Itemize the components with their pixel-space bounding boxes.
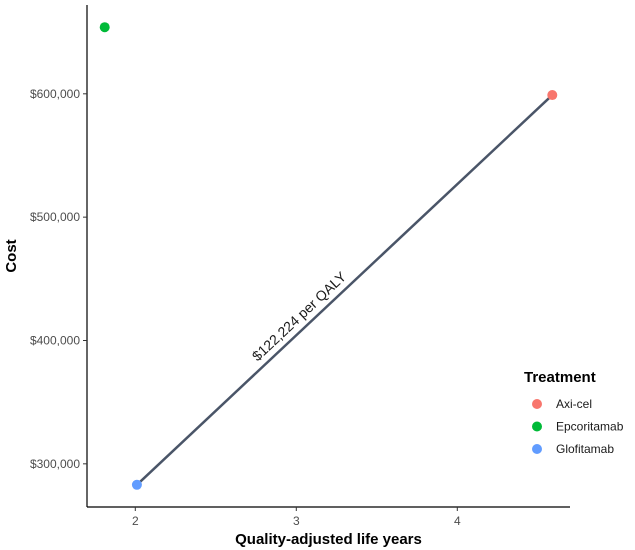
legend-swatch	[532, 444, 542, 454]
point-epcoritamab	[99, 22, 110, 33]
point-axi-cel	[547, 90, 558, 101]
x-tick-label: 4	[454, 514, 461, 528]
legend-title: Treatment	[524, 369, 596, 386]
legend-label: Axi-cel	[556, 397, 592, 411]
icer-annotation: $122,224 per QALY	[249, 268, 350, 364]
y-tick-label: $300,000	[30, 457, 80, 471]
legend-swatch	[532, 421, 542, 432]
legend-items: Axi-cel Epcoritamab Glofitamab	[532, 397, 624, 456]
y-tick-label: $500,000	[30, 210, 80, 224]
legend: Treatment Axi-cel Epcoritamab Glofitamab	[524, 369, 624, 456]
point-glofitamab	[131, 479, 142, 490]
y-axis-ticks: $300,000 $400,000 $500,000 $600,000	[30, 87, 87, 471]
y-tick-label: $400,000	[30, 333, 80, 347]
x-tick-label: 2	[132, 514, 139, 528]
legend-label: Glofitamab	[556, 442, 614, 456]
axes	[86, 5, 570, 508]
y-axis-title: Cost	[3, 239, 20, 272]
x-axis-ticks: 2 3 4	[132, 507, 461, 528]
x-tick-label: 3	[293, 514, 300, 528]
y-tick-label: $600,000	[30, 87, 80, 101]
x-axis-title: Quality-adjusted life years	[235, 531, 422, 548]
data-points	[99, 22, 558, 490]
icer-segment-line	[136, 94, 554, 486]
legend-swatch	[532, 399, 542, 409]
legend-label: Epcoritamab	[556, 420, 624, 434]
